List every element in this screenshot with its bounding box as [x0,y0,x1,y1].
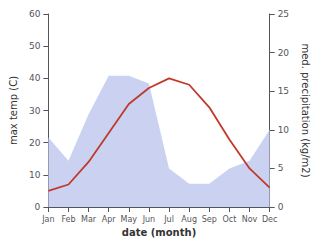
svg-text:30: 30 [29,106,41,116]
svg-text:Jul: Jul [163,215,174,224]
svg-text:Nov: Nov [242,215,258,224]
svg-text:15: 15 [278,86,289,96]
svg-text:20: 20 [29,138,41,148]
svg-text:0: 0 [278,202,284,212]
svg-text:60: 60 [29,9,41,19]
svg-text:Jun: Jun [142,215,156,224]
svg-text:max temp (C): max temp (C) [8,76,19,145]
svg-text:5: 5 [278,163,284,173]
svg-text:10: 10 [29,170,41,180]
svg-text:Sep: Sep [202,215,217,224]
svg-text:Oct: Oct [222,215,236,224]
svg-text:25: 25 [278,9,289,19]
svg-text:Apr: Apr [102,215,117,224]
svg-text:Dec: Dec [262,215,277,224]
svg-text:0: 0 [35,202,41,212]
svg-text:10: 10 [278,125,290,135]
svg-text:Mar: Mar [81,215,97,224]
svg-text:40: 40 [29,73,41,83]
svg-text:Feb: Feb [61,215,75,224]
svg-text:May: May [121,215,138,224]
svg-text:Aug: Aug [181,215,197,224]
svg-text:med. precipitation (kg/m2): med. precipitation (kg/m2) [300,43,311,177]
svg-text:Jan: Jan [41,215,54,224]
svg-text:20: 20 [278,48,290,58]
svg-text:50: 50 [29,41,41,51]
svg-text:date (month): date (month) [122,227,196,238]
